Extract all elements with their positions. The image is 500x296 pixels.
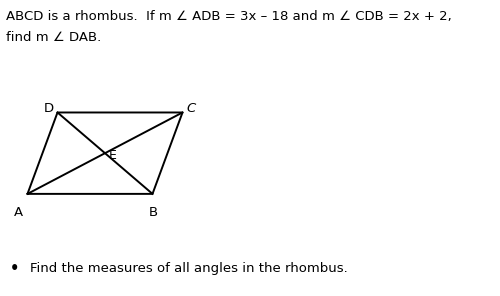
- Text: •: •: [10, 261, 20, 276]
- Text: E: E: [109, 149, 117, 162]
- Text: B: B: [149, 206, 158, 219]
- Text: A: A: [14, 206, 23, 219]
- Text: Find the measures of all angles in the rhombus.: Find the measures of all angles in the r…: [30, 262, 348, 275]
- Text: ABCD is a rhombus.  If m ∠ ADB = 3x – 18 and m ∠ CDB = 2x + 2,: ABCD is a rhombus. If m ∠ ADB = 3x – 18 …: [6, 10, 452, 23]
- Text: D: D: [44, 102, 54, 115]
- Text: C: C: [187, 102, 196, 115]
- Text: find m ∠ DAB.: find m ∠ DAB.: [6, 31, 101, 44]
